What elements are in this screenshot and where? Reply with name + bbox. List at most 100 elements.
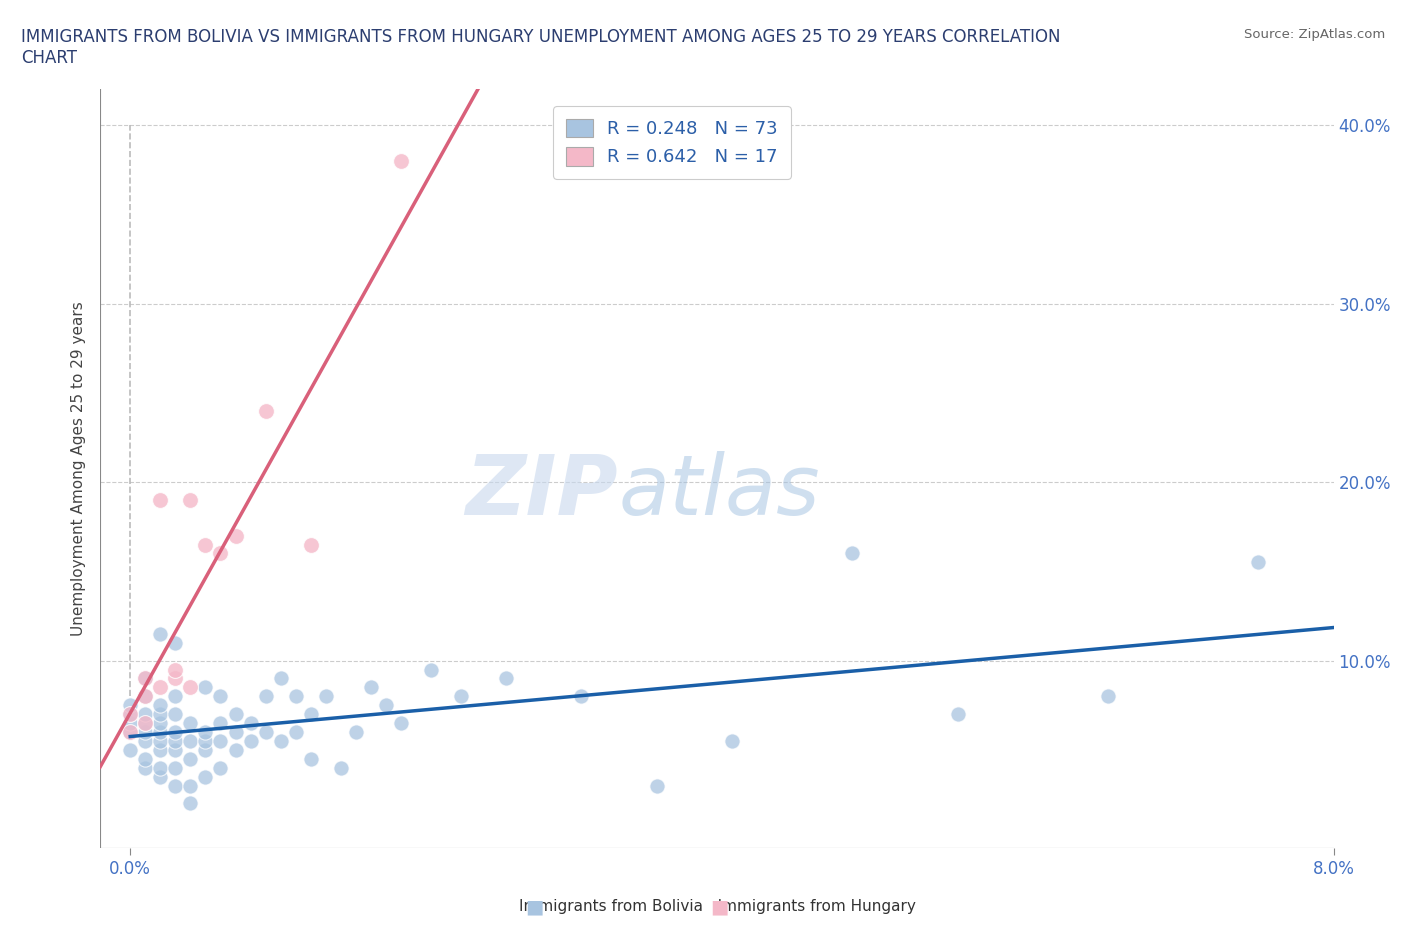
Point <box>194 680 217 695</box>
Point <box>225 528 247 543</box>
Point <box>1097 689 1119 704</box>
Point <box>841 546 863 561</box>
Point <box>299 707 322 722</box>
Point <box>149 707 172 722</box>
Point <box>134 671 156 685</box>
Point <box>120 698 142 712</box>
Point <box>194 769 217 784</box>
Point <box>149 698 172 712</box>
Point <box>120 715 142 730</box>
Point <box>165 724 187 739</box>
Point <box>120 742 142 757</box>
Point <box>495 671 517 685</box>
Point <box>149 715 172 730</box>
Point <box>299 538 322 552</box>
Point <box>194 724 217 739</box>
Point <box>571 689 593 704</box>
Point <box>134 715 156 730</box>
Point <box>134 751 156 766</box>
Point <box>149 493 172 508</box>
Point <box>149 734 172 749</box>
Y-axis label: Unemployment Among Ages 25 to 29 years: Unemployment Among Ages 25 to 29 years <box>72 301 86 636</box>
Point <box>134 689 156 704</box>
Point <box>284 724 307 739</box>
Point <box>120 707 142 722</box>
Point <box>120 707 142 722</box>
Point <box>209 689 232 704</box>
Point <box>209 546 232 561</box>
Point <box>374 698 396 712</box>
Point <box>721 734 744 749</box>
Point <box>239 734 262 749</box>
Point <box>120 724 142 739</box>
Point <box>179 493 201 508</box>
Point <box>165 707 187 722</box>
Point <box>165 635 187 650</box>
Point <box>134 724 156 739</box>
Point <box>149 742 172 757</box>
Point <box>134 671 156 685</box>
Point <box>420 662 443 677</box>
Point <box>194 538 217 552</box>
Point <box>165 671 187 685</box>
Point <box>165 689 187 704</box>
Point <box>209 715 232 730</box>
Point <box>165 760 187 775</box>
Point <box>149 760 172 775</box>
Point <box>134 707 156 722</box>
Point <box>179 796 201 811</box>
Point <box>149 724 172 739</box>
Point <box>225 742 247 757</box>
Point <box>389 153 412 168</box>
Point <box>179 734 201 749</box>
Point <box>134 734 156 749</box>
Point <box>254 724 277 739</box>
Point <box>450 689 472 704</box>
Point <box>946 707 969 722</box>
Point <box>165 662 187 677</box>
Point <box>179 778 201 793</box>
Point <box>149 769 172 784</box>
Point <box>134 689 156 704</box>
Point <box>165 778 187 793</box>
Point <box>179 751 201 766</box>
Point <box>120 724 142 739</box>
Point <box>344 724 367 739</box>
Point <box>360 680 382 695</box>
Text: ■: ■ <box>710 897 728 916</box>
Point <box>254 689 277 704</box>
Legend: R = 0.248   N = 73, R = 0.642   N = 17: R = 0.248 N = 73, R = 0.642 N = 17 <box>553 106 790 179</box>
Point <box>149 680 172 695</box>
Point <box>299 751 322 766</box>
Point <box>225 724 247 739</box>
Point <box>389 715 412 730</box>
Point <box>270 671 292 685</box>
Point <box>165 742 187 757</box>
Point <box>179 680 201 695</box>
Point <box>209 734 232 749</box>
Text: ■: ■ <box>524 897 544 916</box>
Text: Immigrants from Bolivia: Immigrants from Bolivia <box>519 899 703 914</box>
Point <box>645 778 668 793</box>
Point <box>149 627 172 642</box>
Point <box>1247 555 1270 570</box>
Point <box>134 715 156 730</box>
Point <box>179 715 201 730</box>
Point <box>254 404 277 418</box>
Point <box>329 760 352 775</box>
Point <box>284 689 307 704</box>
Point <box>270 734 292 749</box>
Point <box>225 707 247 722</box>
Point <box>134 760 156 775</box>
Point <box>209 760 232 775</box>
Point <box>194 742 217 757</box>
Text: atlas: atlas <box>619 451 820 532</box>
Point <box>239 715 262 730</box>
Point <box>315 689 337 704</box>
Text: Immigrants from Hungary: Immigrants from Hungary <box>703 899 915 914</box>
Text: IMMIGRANTS FROM BOLIVIA VS IMMIGRANTS FROM HUNGARY UNEMPLOYMENT AMONG AGES 25 TO: IMMIGRANTS FROM BOLIVIA VS IMMIGRANTS FR… <box>21 28 1060 67</box>
Text: ZIP: ZIP <box>465 451 619 532</box>
Point <box>194 734 217 749</box>
Text: Source: ZipAtlas.com: Source: ZipAtlas.com <box>1244 28 1385 41</box>
Point <box>165 734 187 749</box>
